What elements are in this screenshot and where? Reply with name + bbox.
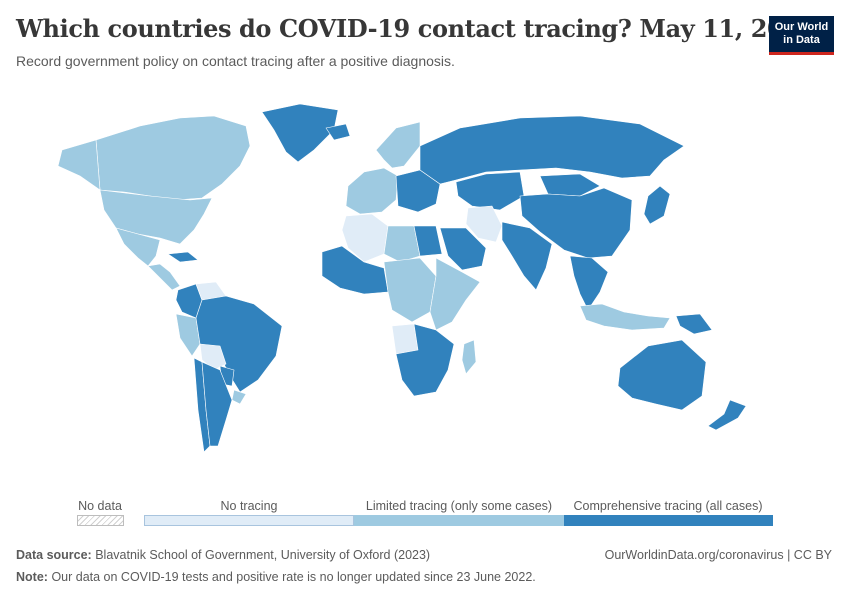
legend-no-tracing-swatch[interactable] xyxy=(144,515,354,526)
note-label: Note: xyxy=(16,570,48,584)
region-greenland[interactable] xyxy=(261,103,339,163)
region-mongolia[interactable] xyxy=(539,173,601,197)
region-new-zealand[interactable] xyxy=(707,399,747,431)
region-mexico[interactable] xyxy=(115,227,161,267)
region-central-america[interactable] xyxy=(147,263,181,291)
region-uruguay[interactable] xyxy=(231,389,247,405)
region-iceland[interactable] xyxy=(325,123,351,141)
chart-subtitle: Record government policy on contact trac… xyxy=(16,53,455,69)
region-india[interactable] xyxy=(501,221,553,291)
region-japan[interactable] xyxy=(643,185,671,225)
region-central-africa[interactable] xyxy=(383,257,437,323)
region-iran[interactable] xyxy=(465,205,503,243)
legend-no-data-label: No data xyxy=(78,499,122,513)
legend-limited-tracing-label: Limited tracing (only some cases) xyxy=(365,499,553,513)
legend-comprehensive-tracing-swatch[interactable] xyxy=(564,515,773,526)
region-australia[interactable] xyxy=(617,339,707,411)
owid-logo[interactable]: Our World in Data xyxy=(769,16,834,55)
region-cuba[interactable] xyxy=(167,251,199,263)
region-alaska[interactable] xyxy=(57,139,101,191)
legend: No data No tracing Limited tracing (only… xyxy=(0,496,850,536)
region-indonesia[interactable] xyxy=(579,303,671,331)
data-source: Data source: Blavatnik School of Governm… xyxy=(16,548,430,562)
data-source-text: Blavatnik School of Government, Universi… xyxy=(95,548,431,562)
region-argentina[interactable] xyxy=(201,361,233,447)
region-libya[interactable] xyxy=(383,225,421,263)
region-peru[interactable] xyxy=(175,313,201,357)
region-united-states[interactable] xyxy=(99,189,213,245)
note-text: Our data on COVID-19 tests and positive … xyxy=(51,570,536,584)
region-southeast-asia[interactable] xyxy=(569,255,609,311)
footer-link[interactable]: OurWorldinData.org/coronavirus | CC BY xyxy=(604,548,832,562)
region-scandinavia[interactable] xyxy=(375,121,421,169)
region-egypt[interactable] xyxy=(413,225,443,257)
logo-line-2: in Data xyxy=(783,34,820,46)
region-canada[interactable] xyxy=(95,115,251,201)
world-map xyxy=(57,103,747,453)
note: Note: Our data on COVID-19 tests and pos… xyxy=(16,570,536,584)
legend-limited-tracing-swatch[interactable] xyxy=(354,515,564,526)
legend-comprehensive-tracing-label: Comprehensive tracing (all cases) xyxy=(573,499,763,513)
data-source-label: Data source: xyxy=(16,548,92,562)
region-brazil[interactable] xyxy=(195,295,283,393)
legend-no-data-swatch[interactable] xyxy=(77,515,124,526)
region-angola[interactable] xyxy=(391,323,419,355)
region-east-africa[interactable] xyxy=(429,257,481,331)
region-saudi-arabia[interactable] xyxy=(439,227,487,271)
region-russia[interactable] xyxy=(419,115,685,185)
region-algeria[interactable] xyxy=(341,213,389,263)
region-madagascar[interactable] xyxy=(461,339,477,375)
chart-title: Which countries do COVID-19 contact trac… xyxy=(16,14,816,43)
region-papua-new-guinea[interactable] xyxy=(675,313,713,335)
region-southern-africa[interactable] xyxy=(395,323,455,397)
legend-no-tracing-label: No tracing xyxy=(220,499,278,513)
region-china[interactable] xyxy=(519,187,633,259)
region-western-europe[interactable] xyxy=(345,167,399,215)
logo-line-1: Our World xyxy=(774,21,829,33)
region-central-asia[interactable] xyxy=(455,171,525,211)
